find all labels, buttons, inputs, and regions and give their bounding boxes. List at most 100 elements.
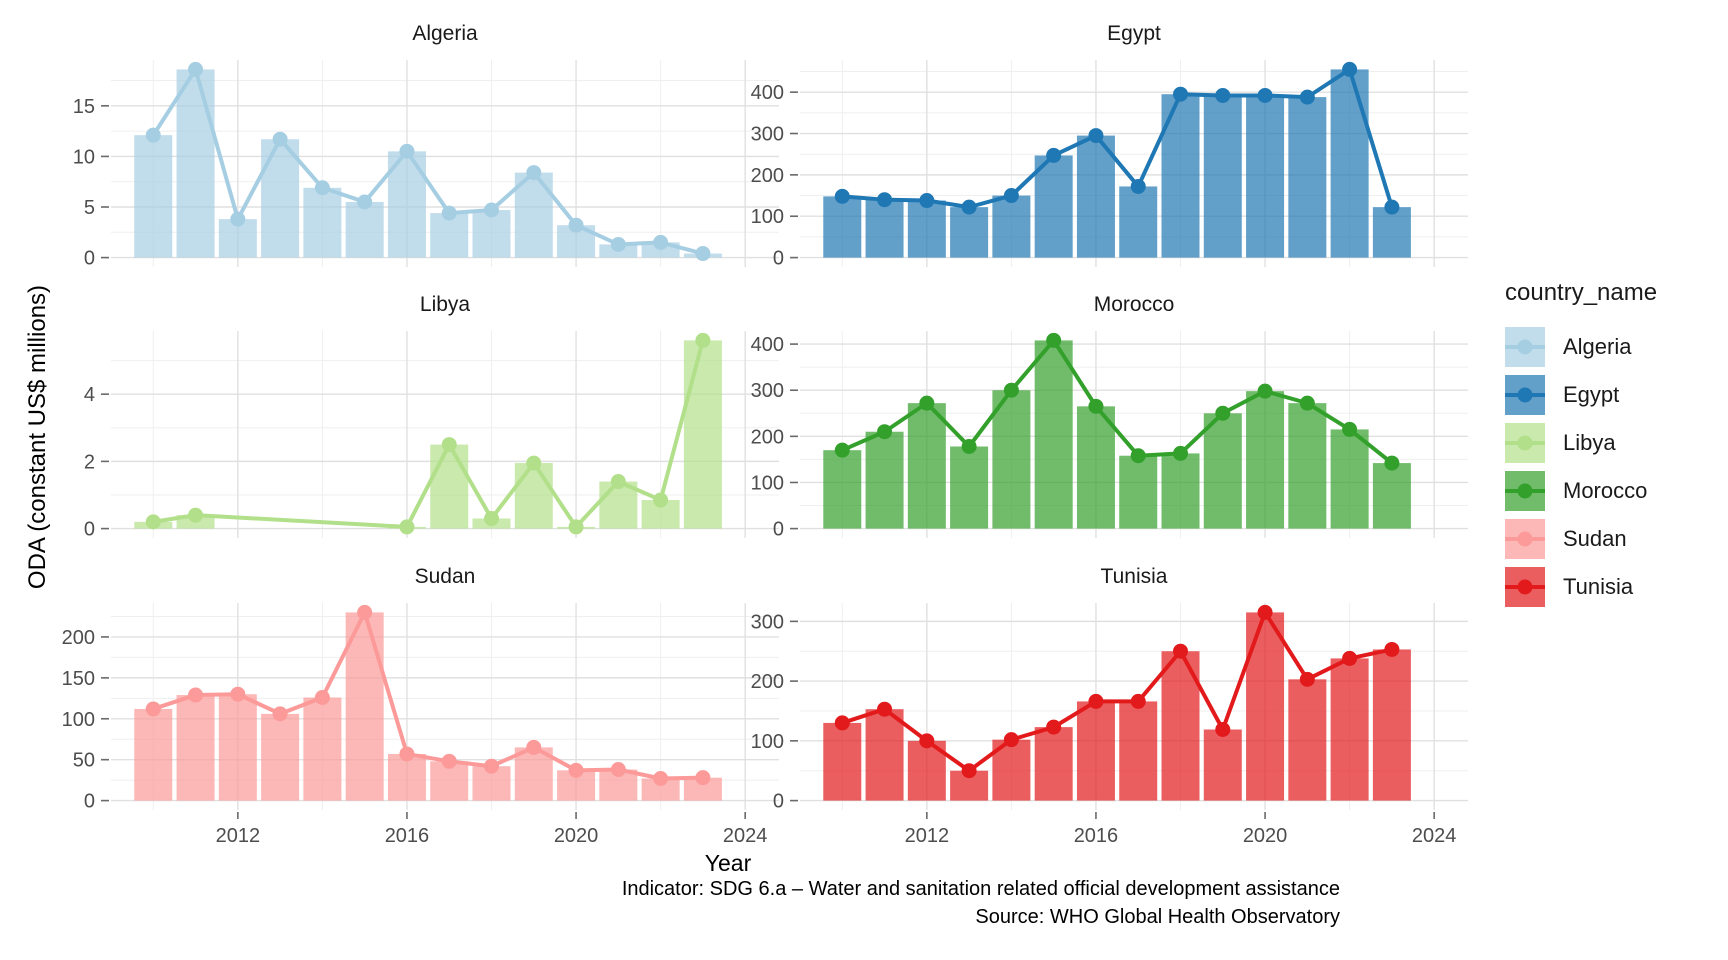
bar <box>430 444 469 529</box>
point <box>653 234 669 250</box>
legend-label: Tunisia <box>1563 574 1634 599</box>
y-tick-label: 0 <box>84 248 95 270</box>
point <box>1003 188 1019 204</box>
legend: country_name Algeria Egypt Libya Morocco Sud… <box>1505 279 1657 611</box>
point <box>834 715 850 731</box>
point <box>961 438 977 454</box>
legend-entry-libya: Libya <box>1505 419 1657 467</box>
point <box>1384 455 1400 471</box>
point <box>399 746 415 762</box>
point <box>653 771 669 786</box>
y-tick-label: 200 <box>62 627 95 649</box>
point <box>1215 722 1231 737</box>
y-tick-label: 15 <box>73 96 95 118</box>
bar <box>1034 340 1073 529</box>
bar <box>1161 453 1200 529</box>
point <box>357 604 373 620</box>
point <box>1215 87 1231 103</box>
x-tick-label: 2024 <box>723 825 768 847</box>
point <box>695 246 711 262</box>
legend-label: Morocco <box>1563 478 1648 503</box>
y-tick-label: 0 <box>84 519 95 541</box>
point <box>1257 383 1273 399</box>
bar <box>907 200 946 258</box>
bar <box>176 695 215 801</box>
y-tick-label: 200 <box>751 165 784 187</box>
facet-libya: 0 2 4 Libya <box>84 293 779 541</box>
x-tick-label: 2020 <box>554 825 599 847</box>
point <box>1003 732 1019 748</box>
legend-label: Libya <box>1563 430 1616 455</box>
point <box>1299 89 1315 105</box>
point <box>188 61 204 77</box>
point <box>1046 719 1062 735</box>
y-tick-label: 100 <box>751 472 784 494</box>
point <box>1088 398 1104 414</box>
legend-key-icon <box>1505 471 1545 511</box>
bar <box>1119 701 1158 801</box>
point <box>1257 87 1273 103</box>
bar <box>1288 679 1327 801</box>
point <box>441 753 457 769</box>
y-tick-label: 300 <box>751 611 784 633</box>
bar <box>865 199 904 258</box>
bar <box>992 195 1031 258</box>
point <box>961 199 977 215</box>
point <box>919 193 935 209</box>
facet-egypt: 0 100 200 300 400 Egypt <box>751 22 1468 270</box>
bar <box>823 196 862 258</box>
point <box>1299 395 1315 411</box>
point <box>1215 405 1231 421</box>
y-tick-label: 50 <box>73 750 95 772</box>
legend-key-point <box>1517 387 1533 403</box>
point <box>484 511 500 527</box>
bar <box>472 210 511 258</box>
point <box>877 701 893 717</box>
x-tick-label: 2012 <box>905 825 950 847</box>
bar <box>865 709 904 801</box>
bar <box>1288 403 1327 529</box>
point <box>188 507 204 523</box>
point <box>568 762 584 778</box>
x-tick-label: 2020 <box>1243 825 1288 847</box>
point <box>1173 445 1189 461</box>
y-tick-label: 100 <box>751 731 784 753</box>
trend-line <box>151 67 705 256</box>
y-tick-label: 0 <box>773 519 784 541</box>
legend-entry-algeria: Algeria <box>1505 323 1657 371</box>
legend-key-icon <box>1505 567 1545 607</box>
point <box>399 143 415 159</box>
point <box>441 437 457 453</box>
x-axis-title: Year <box>704 850 752 876</box>
y-tick-label: 150 <box>62 668 95 690</box>
point <box>877 192 893 208</box>
point <box>272 131 288 147</box>
point <box>1088 128 1104 144</box>
point <box>484 202 500 218</box>
point <box>188 687 204 703</box>
bar <box>1119 186 1158 258</box>
point <box>1088 693 1104 709</box>
point <box>1342 650 1358 666</box>
point <box>484 758 500 774</box>
facet-title: Morocco <box>1094 293 1175 316</box>
point <box>834 188 850 204</box>
bar <box>1246 391 1285 529</box>
facet-title: Sudan <box>415 565 476 588</box>
y-tick-label: 300 <box>751 124 784 146</box>
legend-entry-sudan: Sudan <box>1505 515 1657 563</box>
caption-source: Source: WHO Global Health Observatory <box>975 906 1340 928</box>
bar <box>1372 207 1411 258</box>
point <box>1384 641 1400 657</box>
point <box>145 514 161 530</box>
bar <box>1076 406 1115 529</box>
bar <box>218 694 257 801</box>
bar <box>134 708 173 801</box>
y-tick-label: 200 <box>751 426 784 448</box>
bar <box>134 135 173 258</box>
y-tick-label: 2 <box>84 451 95 473</box>
point <box>653 492 669 508</box>
y-tick-label: 400 <box>751 82 784 104</box>
